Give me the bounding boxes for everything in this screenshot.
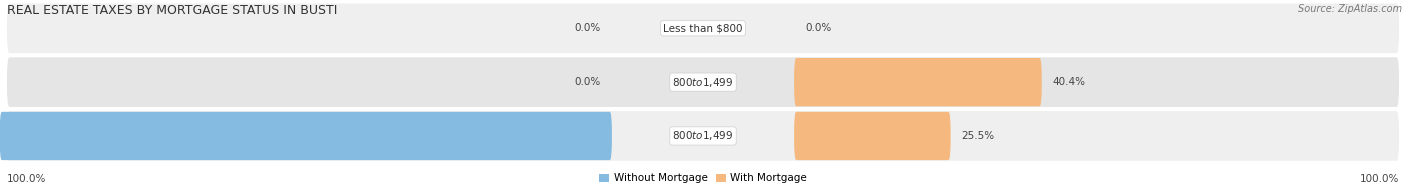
Legend: Without Mortgage, With Mortgage: Without Mortgage, With Mortgage (599, 173, 807, 183)
Text: 0.0%: 0.0% (575, 77, 602, 87)
Text: Source: ZipAtlas.com: Source: ZipAtlas.com (1298, 4, 1402, 14)
FancyBboxPatch shape (794, 58, 1042, 106)
Text: 25.5%: 25.5% (960, 131, 994, 141)
Text: 0.0%: 0.0% (804, 23, 831, 33)
FancyBboxPatch shape (0, 112, 612, 160)
Text: Less than $800: Less than $800 (664, 23, 742, 33)
Text: 40.4%: 40.4% (1052, 77, 1085, 87)
FancyBboxPatch shape (7, 57, 1399, 107)
Text: REAL ESTATE TAXES BY MORTGAGE STATUS IN BUSTI: REAL ESTATE TAXES BY MORTGAGE STATUS IN … (7, 4, 337, 17)
FancyBboxPatch shape (7, 4, 1399, 53)
Text: 0.0%: 0.0% (575, 23, 602, 33)
Text: $800 to $1,499: $800 to $1,499 (672, 76, 734, 89)
FancyBboxPatch shape (7, 111, 1399, 161)
FancyBboxPatch shape (794, 112, 950, 160)
Text: 100.0%: 100.0% (7, 174, 46, 184)
Text: $800 to $1,499: $800 to $1,499 (672, 129, 734, 142)
Text: 100.0%: 100.0% (1360, 174, 1399, 184)
